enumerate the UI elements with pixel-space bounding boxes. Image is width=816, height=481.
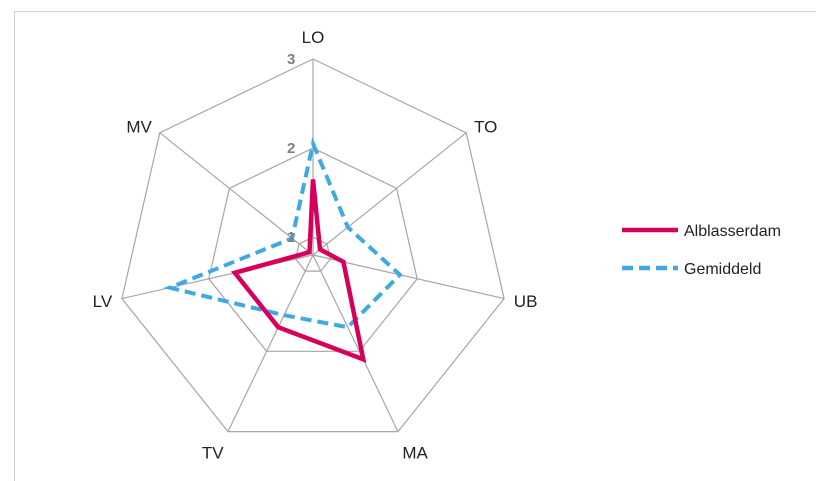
grid-ring-2 xyxy=(208,147,418,352)
tick-label-1: 1 xyxy=(287,229,295,246)
category-label-lv: LV xyxy=(93,292,113,311)
legend-label-alblasserdam: Alblasserdam xyxy=(684,223,781,240)
legend-label-gemiddeld: Gemiddeld xyxy=(684,261,761,278)
spoke-ma xyxy=(312,254,399,432)
legend: Alblasserdam Gemiddeld xyxy=(622,223,781,278)
tick-label-3: 3 xyxy=(287,51,295,68)
category-label-mv: MV xyxy=(126,118,152,137)
category-label-ub: UB xyxy=(514,292,538,311)
category-label-tv: TV xyxy=(202,444,224,463)
category-label-lo: LO xyxy=(302,28,325,47)
radar-grid xyxy=(121,58,505,433)
category-labels: LO TO UB MA TV LV MV xyxy=(93,28,538,463)
grid-ring-3 xyxy=(121,58,505,433)
spoke-lv xyxy=(121,254,314,300)
category-label-ma: MA xyxy=(402,444,428,463)
spoke-to xyxy=(312,132,467,256)
spoke-tv xyxy=(227,254,314,432)
series-gemiddeld-line xyxy=(163,136,403,330)
grid-ring-1 xyxy=(294,236,332,272)
tick-label-2: 2 xyxy=(287,140,295,157)
series-alblasserdam-line xyxy=(230,179,367,363)
category-label-to: TO xyxy=(474,118,497,137)
tick-labels: 1 2 3 xyxy=(287,51,295,246)
spoke-mv xyxy=(159,132,314,256)
radar-spokes xyxy=(121,59,505,432)
series-layer xyxy=(163,136,403,363)
chart-frame xyxy=(14,11,816,481)
